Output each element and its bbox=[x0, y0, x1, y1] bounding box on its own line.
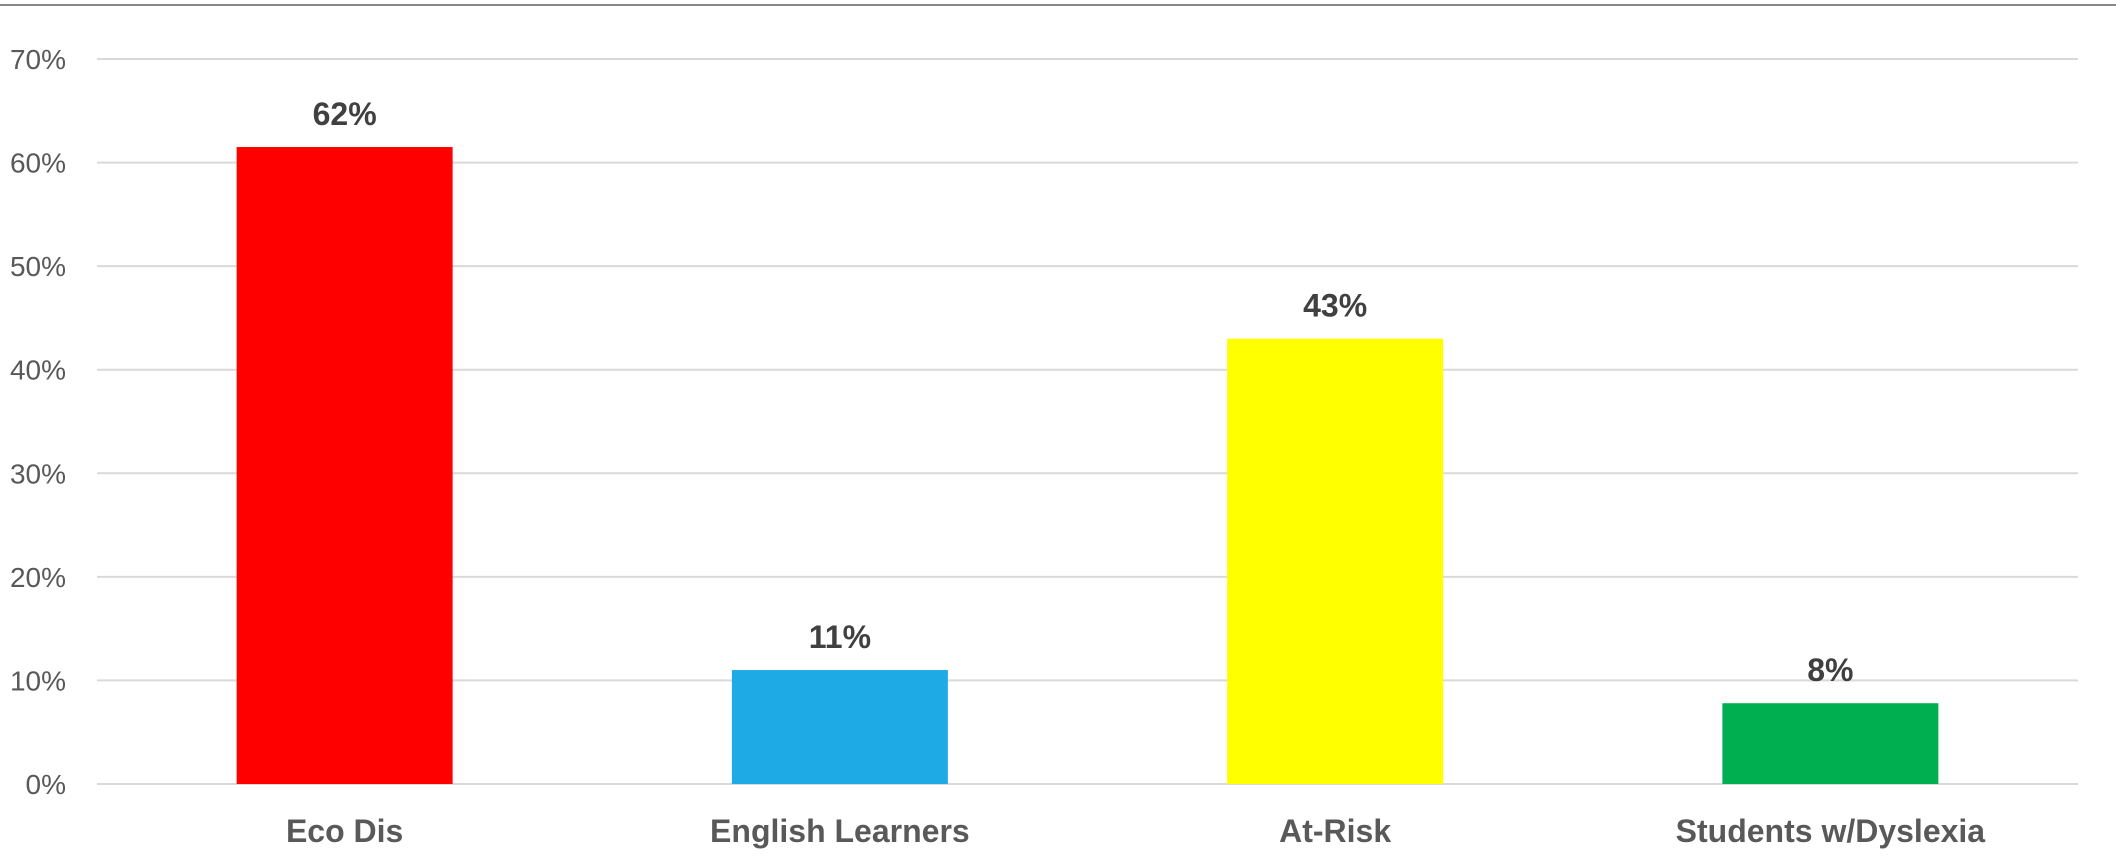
x-axis-category-labels: Eco Dis English Learners At-Risk Students w… bbox=[286, 813, 1985, 849]
bar-students-w-dyslexia bbox=[1722, 703, 1939, 784]
y-tick-label: 50% bbox=[10, 251, 66, 282]
x-category-label: At-Risk bbox=[1279, 813, 1391, 849]
y-tick-label: 70% bbox=[10, 44, 66, 75]
y-tick-label: 10% bbox=[10, 665, 66, 696]
data-label: 8% bbox=[1807, 652, 1853, 688]
bars bbox=[236, 147, 1939, 785]
data-label: 62% bbox=[313, 96, 377, 132]
x-category-label: English Learners bbox=[710, 813, 970, 849]
y-tick-label: 30% bbox=[10, 458, 66, 489]
y-tick-label: 0% bbox=[26, 769, 66, 800]
x-category-label: Students w/Dyslexia bbox=[1676, 813, 1986, 849]
y-tick-label: 60% bbox=[10, 148, 66, 179]
y-tick-label: 40% bbox=[10, 355, 66, 386]
y-tick-label: 20% bbox=[10, 562, 66, 593]
data-label: 43% bbox=[1303, 288, 1367, 324]
bar-at-risk bbox=[1227, 338, 1444, 784]
data-label: 11% bbox=[809, 619, 871, 655]
data-labels: 62% 11% 43% 8% bbox=[313, 96, 1854, 688]
bar-eco-dis bbox=[236, 147, 453, 785]
x-category-label: Eco Dis bbox=[286, 813, 403, 849]
y-axis-tick-labels: 0% 10% 20% 30% 40% 50% 60% 70% bbox=[10, 44, 66, 800]
bar-english-learners bbox=[731, 670, 948, 784]
